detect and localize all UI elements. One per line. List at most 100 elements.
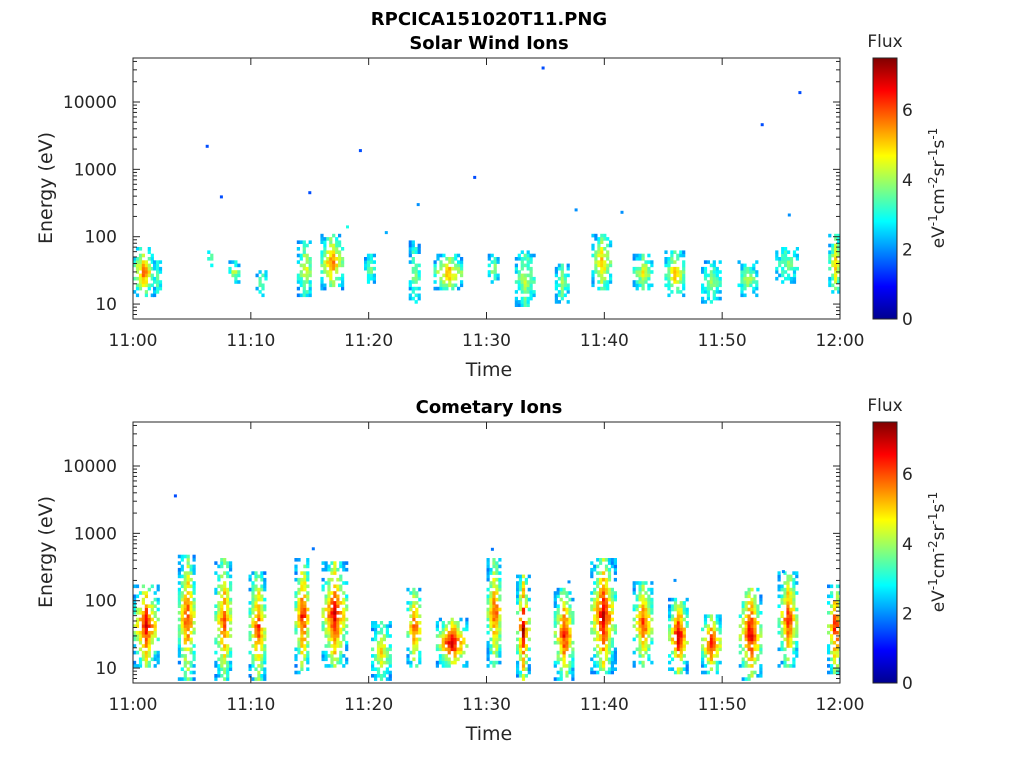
heatmap-cell <box>647 611 651 615</box>
heatmap-cell <box>650 263 654 268</box>
heatmap-cell <box>518 577 523 582</box>
heatmap-cell <box>180 591 184 595</box>
heatmap-cell <box>516 647 520 652</box>
heatmap-cell <box>827 647 831 652</box>
heatmap-cell <box>327 634 331 638</box>
heatmap-cell <box>556 614 560 618</box>
x-tick-labels: 11:00 11:10 11:20 11:30 11:40 11:50 12:0… <box>109 331 865 351</box>
heatmap-cell <box>644 260 648 264</box>
heatmap-cell <box>835 617 840 622</box>
heatmap-cell <box>254 647 258 652</box>
heatmap-cell <box>341 283 345 288</box>
heatmap-cell <box>753 637 757 642</box>
heatmap-cell <box>153 290 157 294</box>
heatmap-cell <box>486 611 490 615</box>
heatmap-cell <box>303 594 307 599</box>
heatmap-cell <box>486 558 490 562</box>
heatmap-cell <box>229 614 233 618</box>
heatmap-cell <box>604 601 609 605</box>
heatmap-cell <box>747 614 751 618</box>
heatmap-cell <box>306 644 310 648</box>
heatmap-cell <box>795 630 799 635</box>
heatmap-cell <box>263 584 267 589</box>
heatmap-cell <box>144 634 148 638</box>
heatmap-cell <box>559 657 563 662</box>
heatmap-cell <box>495 577 499 582</box>
heatmap-cell <box>647 630 651 635</box>
colorbar-ticks: 0 2 4 6 <box>902 465 913 694</box>
heatmap-cell <box>591 233 595 238</box>
heatmap-cell <box>703 286 708 291</box>
heatmap-cell <box>492 634 496 638</box>
heatmap-cell <box>333 640 337 645</box>
heatmap-cell <box>330 657 334 662</box>
heatmap-cell <box>568 604 572 608</box>
heatmap-cell <box>602 621 606 625</box>
heatmap-cell <box>192 627 196 632</box>
heatmap-cell <box>486 601 490 605</box>
heatmap-cell <box>647 253 651 258</box>
heatmap-cell <box>703 654 708 658</box>
heatmap-cell <box>189 630 193 635</box>
heatmap-cell <box>792 640 796 645</box>
heatmap-cell <box>792 577 796 582</box>
heatmap-cell <box>192 644 196 648</box>
heatmap-cell <box>255 286 259 291</box>
heatmap-cell <box>641 266 645 271</box>
heatmap-cell <box>465 660 469 665</box>
heatmap-cell <box>257 677 261 681</box>
heatmap-cell <box>517 286 521 291</box>
heatmap-cell <box>520 280 524 284</box>
heatmap-cell <box>827 664 831 668</box>
heatmap-cell <box>498 621 502 625</box>
heatmap-cell <box>737 283 741 288</box>
heatmap-cell <box>486 644 490 648</box>
heatmap-cell <box>604 617 609 622</box>
heatmap-cell <box>438 644 442 648</box>
heatmap-cell <box>706 627 710 632</box>
heatmap-cell <box>596 644 600 648</box>
heatmap-cell <box>144 276 148 281</box>
heatmap-cell <box>778 273 782 278</box>
heatmap-cell <box>465 664 469 668</box>
heatmap-cell <box>750 654 754 658</box>
heatmap-cell <box>526 273 530 278</box>
heatmap-cell <box>330 660 334 665</box>
heatmap-cell <box>718 280 722 284</box>
heatmap-cell <box>341 273 345 278</box>
heatmap-cell <box>156 286 160 291</box>
heatmap-cell <box>306 558 310 562</box>
heatmap-cell <box>783 581 787 585</box>
heatmap-cell <box>305 280 309 284</box>
heatmap-cell <box>783 621 787 625</box>
heatmap-cell <box>327 564 331 569</box>
heatmap-cell <box>299 257 303 261</box>
heatmap-cell <box>330 617 334 622</box>
heatmap-cell <box>593 607 597 612</box>
heatmap-cell <box>220 607 224 612</box>
heatmap-cell <box>251 621 255 625</box>
heatmap-cell <box>192 554 196 559</box>
heatmap-cell <box>447 637 451 642</box>
heatmap-cell <box>408 283 412 288</box>
heatmap-cell <box>411 250 415 254</box>
heatmap-cell <box>792 647 796 652</box>
heatmap-cell <box>456 647 460 652</box>
heatmap-cell <box>747 607 751 612</box>
heatmap-cell <box>366 270 371 274</box>
heatmap-cell <box>371 637 375 642</box>
heatmap-cell <box>147 604 151 608</box>
heatmap-cell <box>559 627 563 632</box>
heatmap-cell <box>759 597 763 602</box>
heatmap-cell <box>831 263 835 268</box>
heatmap-cell <box>150 617 154 622</box>
heatmap-cell <box>650 617 654 622</box>
heatmap-cell <box>294 558 298 562</box>
heatmap-cell <box>327 587 331 592</box>
heatmap-cell <box>827 594 831 599</box>
heatmap-cell <box>229 587 233 592</box>
x-tick-label: 11:20 <box>344 331 393 351</box>
heatmap-cell <box>296 276 300 281</box>
heatmap-cell <box>679 637 683 642</box>
heatmap-cell <box>777 604 781 608</box>
